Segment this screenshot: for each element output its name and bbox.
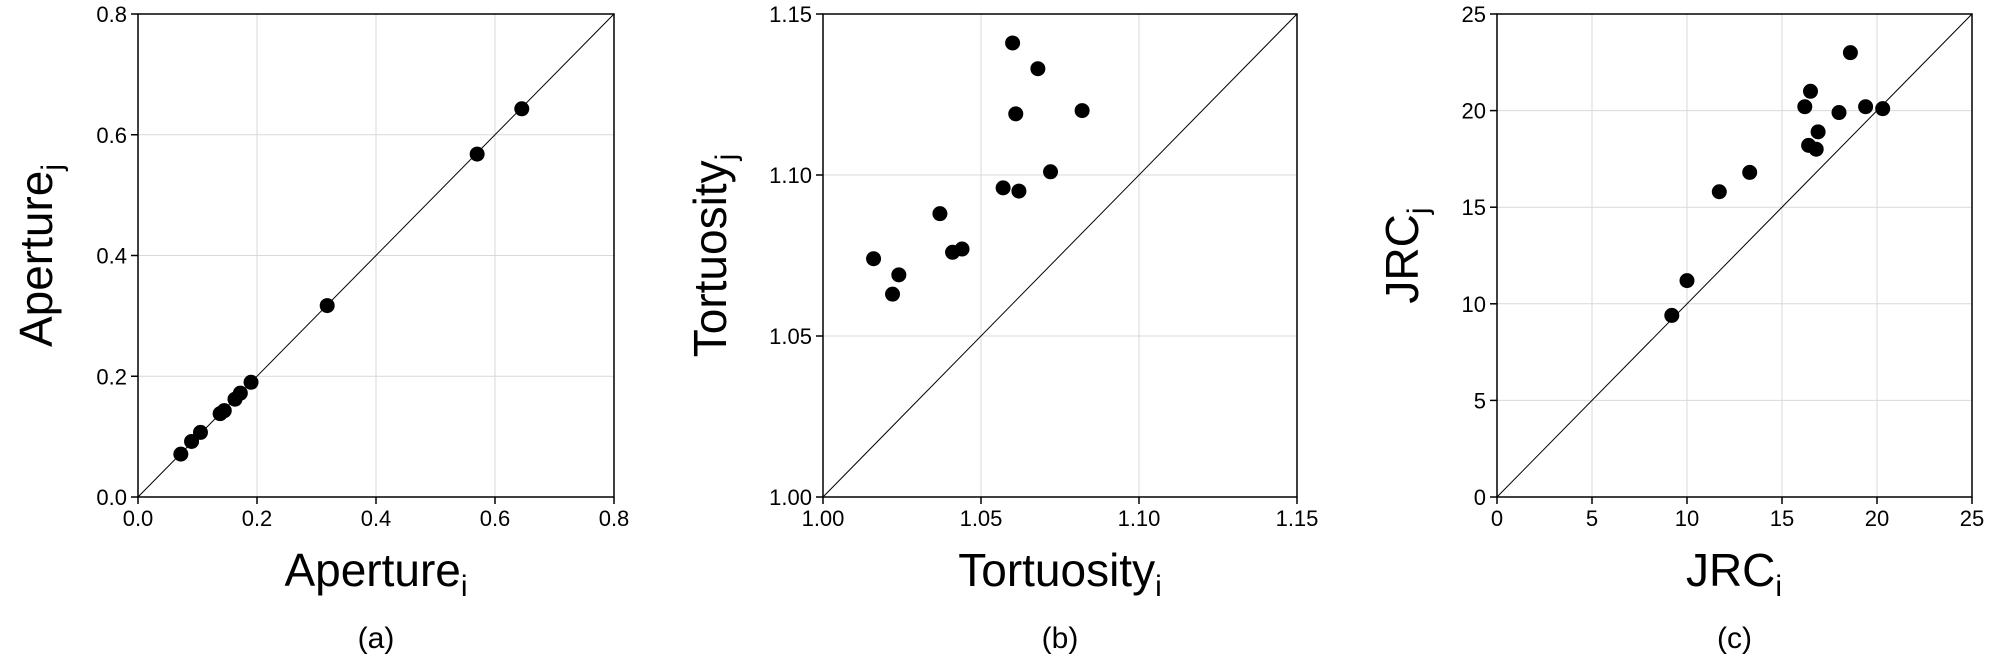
data-point [866, 251, 882, 267]
x-axis-title: Aperturei [284, 544, 467, 603]
x-tick-label: 0.4 [361, 506, 392, 531]
x-axis-title-subscript: i [1775, 570, 1782, 603]
data-point [891, 267, 907, 283]
panel-1: 0.0 0.2 0.4 0.6 0.80.00.20.40.60.8ApertureiA… [10, 2, 629, 655]
x-tick-label: 0 [1491, 506, 1503, 531]
reference-line-y-equals-x [1496, 13, 1973, 498]
y-axis-title: Aperturej [10, 164, 69, 347]
y-tick-label: 0.2 [96, 364, 127, 389]
data-point [1005, 35, 1021, 51]
x-tick-label: 5 [1586, 506, 1598, 531]
y-axis-title: Tortuosityj [684, 154, 743, 358]
data-point [1742, 164, 1758, 180]
y-tick-label: 5 [1474, 388, 1486, 413]
data-point [216, 403, 232, 419]
data-point [1810, 124, 1826, 140]
y-tick-label: 20 [1462, 99, 1486, 124]
panel-label: (c) [1717, 622, 1752, 655]
data-point [243, 374, 259, 390]
x-axis-title: JRCi [1686, 544, 1782, 603]
data-point [995, 180, 1011, 196]
x-tick-label: 20 [1865, 506, 1889, 531]
x-tick-label: 0.6 [480, 506, 511, 531]
data-point [469, 146, 485, 162]
y-tick-label: 25 [1462, 2, 1486, 27]
data-point [1797, 99, 1813, 115]
plot-frame [1496, 13, 1973, 498]
y-tick-label: 15 [1462, 195, 1486, 220]
data-point [232, 385, 248, 401]
data-point [1679, 273, 1695, 289]
x-tick-label: 1.05 [960, 506, 1003, 531]
y-axis-title: JRCj [1376, 207, 1435, 303]
x-tick-label: 25 [1960, 506, 1984, 531]
panel-label: (b) [1042, 622, 1079, 655]
y-tick-label: 10 [1462, 292, 1486, 317]
data-point [1008, 106, 1024, 122]
x-axis-title-main: JRC [1686, 544, 1775, 596]
data-point [192, 424, 208, 440]
y-tick-label: 0 [1474, 485, 1486, 510]
x-tick-label: 15 [1770, 506, 1794, 531]
plot-frame [822, 13, 1298, 498]
y-tick-label: 1.10 [769, 163, 812, 188]
y-axis-title-main: Aperture [10, 171, 62, 347]
reference-line-y-equals-x [822, 13, 1298, 498]
data-point [1858, 99, 1874, 115]
x-tick-label: 0.2 [242, 506, 273, 531]
y-axis-title-main: JRC [1376, 214, 1428, 303]
y-tick-label: 0.4 [96, 244, 127, 269]
data-point [1711, 184, 1727, 200]
y-axis-title-subscript: j [710, 154, 743, 162]
data-point [932, 206, 948, 222]
panel-label: (a) [358, 622, 395, 655]
x-axis-title-subscript: i [1155, 570, 1162, 603]
data-point [173, 446, 189, 462]
y-axis-title-subscript: j [36, 164, 69, 172]
y-axis-title-main: Tortuosity [684, 160, 736, 357]
y-tick-label: 0.0 [96, 485, 127, 510]
x-tick-label: 0.8 [599, 506, 630, 531]
data-point [1842, 45, 1858, 61]
x-tick-label: 0.0 [123, 506, 154, 531]
data-point [1808, 141, 1824, 157]
data-point [954, 241, 970, 257]
data-point [1030, 61, 1046, 77]
data-point [1074, 103, 1090, 119]
data-point [1664, 307, 1680, 323]
data-point [319, 298, 335, 314]
x-axis-title: Tortuosityi [958, 544, 1162, 603]
data-point [1011, 183, 1027, 199]
panel-2: 1.00 1.05 1.10 1.15 1.00 1.05 1.10 1.15 Tortuosi… [684, 2, 1318, 655]
data-point [514, 101, 530, 117]
y-tick-label: 0.6 [96, 123, 127, 148]
y-tick-label: 1.15 [769, 2, 812, 27]
data-point [1875, 101, 1891, 117]
x-tick-label: 1.00 [802, 506, 845, 531]
data-point [885, 286, 901, 302]
x-tick-label: 10 [1675, 506, 1699, 531]
data-point [1043, 164, 1059, 180]
x-axis-title-main: Tortuosity [958, 544, 1155, 596]
x-axis-title-main: Aperture [284, 544, 460, 596]
x-tick-label: 1.15 [1276, 506, 1319, 531]
data-point [1831, 105, 1847, 121]
y-tick-label: 0.8 [96, 2, 127, 27]
y-axis-title-subscript: j [1402, 207, 1435, 215]
x-tick-label: 1.10 [1118, 506, 1161, 531]
data-point [1803, 83, 1818, 99]
y-tick-label: 1.05 [769, 324, 812, 349]
x-axis-title-subscript: i [461, 570, 468, 603]
y-tick-label: 1.00 [769, 485, 812, 510]
